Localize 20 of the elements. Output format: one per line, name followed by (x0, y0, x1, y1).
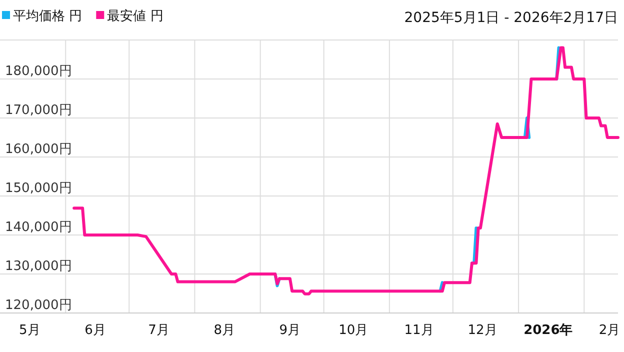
x-tick-label: 6月 (84, 323, 106, 338)
y-tick-label: 170,000円 (5, 103, 72, 118)
legend-label: 平均価格 円 (13, 9, 82, 24)
x-tick-label: 2026年 (524, 323, 573, 338)
x-tick-label: 11月 (404, 323, 434, 338)
x-tick-label: 5月 (18, 323, 40, 338)
y-tick-label: 150,000円 (5, 181, 72, 196)
x-tick-label: 7月 (148, 323, 170, 338)
y-tick-label: 160,000円 (5, 142, 72, 157)
chart-subtitle: 2025年5月1日 - 2026年2月17日 (404, 10, 618, 26)
y-tick-label: 130,000円 (5, 259, 72, 274)
legend-label: 最安値 円 (107, 8, 164, 24)
x-tick-label: 8月 (214, 323, 235, 338)
y-tick-label: 140,000円 (5, 220, 72, 235)
x-tick-label: 10月 (338, 323, 368, 338)
y-tick-label: 120,000円 (5, 298, 72, 313)
x-tick-label: 9月 (279, 323, 301, 338)
x-tick-label: 12月 (468, 323, 498, 338)
x-tick-label: 2月 (598, 323, 620, 338)
y-tick-label: 180,000円 (5, 64, 72, 79)
